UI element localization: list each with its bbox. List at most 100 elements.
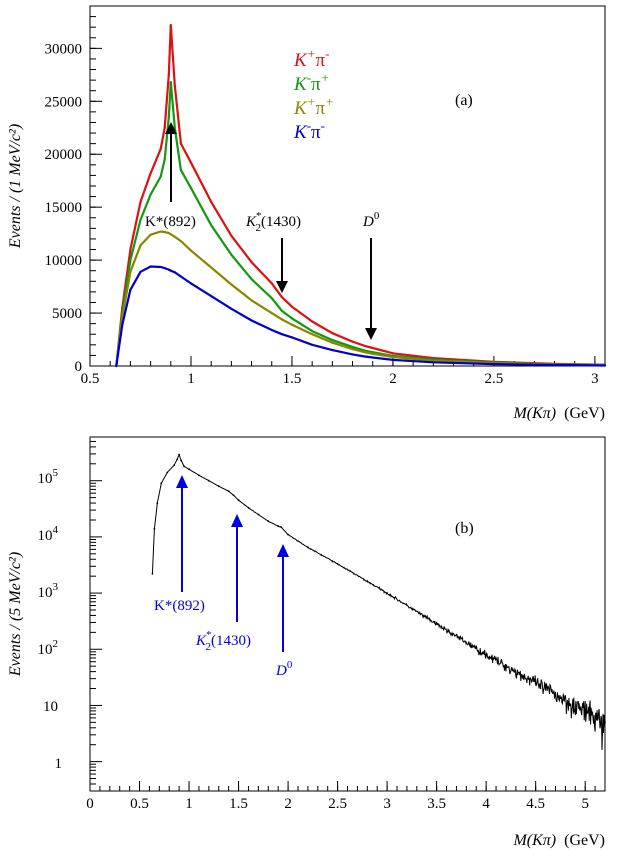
data-point bbox=[139, 270, 142, 273]
ytick-label-10: 10 bbox=[43, 699, 58, 715]
data-point bbox=[169, 269, 172, 272]
xtick-label-b: 3 bbox=[383, 796, 391, 812]
label-k2-1430-a: K* 2(1430) bbox=[245, 210, 301, 234]
xtick-label-a: 1 bbox=[187, 371, 195, 387]
data-point bbox=[604, 721, 606, 724]
data-point bbox=[553, 363, 556, 367]
data-point bbox=[173, 271, 176, 274]
ytick-label-a: 20000 bbox=[45, 147, 83, 163]
data-point bbox=[257, 513, 260, 516]
ytick-label-1: 1 bbox=[55, 756, 63, 772]
series-line-b-0 bbox=[151, 453, 606, 751]
data-point bbox=[149, 193, 152, 196]
data-point bbox=[169, 81, 172, 84]
data-point bbox=[178, 453, 181, 456]
panel-b-label: (b) bbox=[455, 520, 474, 537]
xtick-label-a: 0.5 bbox=[81, 371, 100, 387]
data-point bbox=[156, 502, 159, 504]
data-point bbox=[250, 261, 253, 264]
data-point bbox=[534, 682, 537, 684]
data-point bbox=[179, 142, 182, 145]
xtick-label-b: 1 bbox=[185, 796, 193, 812]
series-line-3 bbox=[115, 265, 606, 367]
panel-b-ytick-labels: 1 10 102 103 104 105 bbox=[38, 467, 63, 772]
label-d0-a: D0 bbox=[362, 210, 380, 230]
data-point bbox=[167, 73, 170, 76]
data-point bbox=[167, 232, 170, 235]
panel-a-annotations: K*(892) K* 2(1430) D0 bbox=[145, 122, 380, 340]
data-point bbox=[129, 259, 132, 262]
data-point bbox=[230, 283, 233, 286]
data-point bbox=[159, 175, 162, 178]
xtick-label-b: 1.5 bbox=[229, 796, 248, 812]
data-point bbox=[159, 230, 162, 233]
xtick-label-b: 4.5 bbox=[526, 796, 545, 812]
arrow-head-kstar-892-a bbox=[165, 122, 177, 134]
data-point bbox=[331, 341, 334, 344]
panel-a-legend: K+π- K-π+ K+π+ K-π- bbox=[293, 46, 334, 143]
data-point bbox=[290, 336, 294, 339]
data-point bbox=[371, 352, 374, 355]
data-point bbox=[163, 158, 166, 161]
data-point bbox=[311, 333, 314, 336]
data-point bbox=[280, 526, 282, 528]
data-point bbox=[210, 266, 213, 269]
legend-entry-kplus-piminus: K+π- bbox=[293, 46, 329, 71]
data-point bbox=[121, 323, 124, 326]
data-point bbox=[166, 471, 169, 474]
panel-b-annotations: K*(892) K* 2(1430) D0 bbox=[154, 475, 293, 679]
data-point bbox=[270, 282, 273, 285]
data-point bbox=[435, 623, 438, 625]
data-point bbox=[290, 305, 294, 308]
data-point bbox=[210, 200, 213, 203]
data-point bbox=[363, 351, 366, 354]
data-point bbox=[189, 249, 193, 252]
ytick-label-a: 25000 bbox=[45, 94, 83, 110]
arrow-head-kstar-892-b bbox=[176, 475, 188, 488]
data-point bbox=[151, 572, 154, 575]
data-point bbox=[179, 275, 182, 278]
arrow-head-d0-b bbox=[277, 544, 289, 557]
data-point bbox=[307, 546, 309, 549]
data-point bbox=[270, 297, 273, 300]
data-point bbox=[179, 169, 182, 172]
data-point bbox=[189, 282, 193, 285]
data-point bbox=[153, 527, 156, 530]
data-point bbox=[280, 309, 283, 312]
data-point bbox=[363, 355, 366, 358]
data-point bbox=[351, 353, 354, 356]
panel-a-frame bbox=[89, 5, 606, 367]
ytick-label-1e5: 105 bbox=[38, 467, 59, 487]
data-point bbox=[280, 296, 283, 299]
panel-b-ylabel: Events / (5 MeV/c²) bbox=[7, 552, 24, 677]
data-point bbox=[173, 126, 176, 129]
data-point bbox=[173, 464, 176, 466]
data-point bbox=[149, 265, 152, 268]
data-point bbox=[183, 465, 186, 468]
label-kstar-892-b: K*(892) bbox=[154, 598, 205, 614]
data-point bbox=[270, 312, 273, 315]
data-point bbox=[139, 218, 142, 221]
data-point bbox=[227, 490, 230, 493]
panel-a: 0.5 1 1.5 2 2.5 3 0 5000 10000 15000 20000 25000 300… bbox=[7, 5, 607, 422]
arrow-head-k2-1430-a bbox=[276, 281, 288, 293]
panel-a-ticks: 0.5 1 1.5 2 2.5 3 0 5000 10000 15000 20000 25000 300… bbox=[45, 5, 599, 387]
series-line-2 bbox=[115, 230, 606, 367]
legend-entry-kminus-piplus: K-π+ bbox=[293, 70, 329, 95]
data-point bbox=[336, 563, 339, 565]
data-point bbox=[129, 270, 132, 273]
xtick-label-a: 1.5 bbox=[283, 371, 302, 387]
ytick-label-a: 30000 bbox=[45, 41, 83, 57]
data-point bbox=[237, 499, 240, 502]
data-point bbox=[371, 356, 374, 359]
data-point bbox=[167, 116, 170, 119]
data-point bbox=[176, 458, 179, 461]
panel-a-ylabel: Events / (1 MeV/c²) bbox=[7, 124, 24, 249]
data-point bbox=[179, 240, 182, 243]
xtick-label-a: 2 bbox=[389, 371, 397, 387]
xtick-label-b: 4 bbox=[482, 796, 490, 812]
data-point bbox=[230, 234, 233, 237]
ytick-label-a: 10000 bbox=[45, 253, 83, 269]
ytick-label-1e3: 103 bbox=[38, 581, 59, 601]
